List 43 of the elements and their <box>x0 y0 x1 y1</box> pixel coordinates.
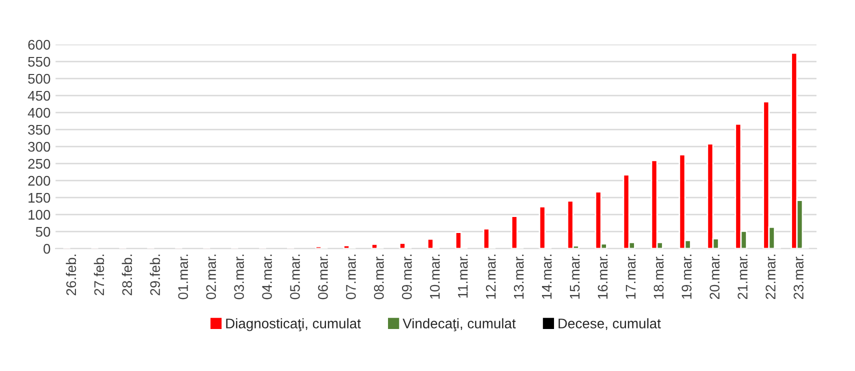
x-tick-label: 11.mar. <box>458 254 468 298</box>
x-tick-label: 27.feb. <box>94 254 104 296</box>
y-tick-label: 200 <box>28 176 50 186</box>
legend-label: Diagnosticaţi, cumulat <box>226 318 361 332</box>
x-tick-label: 19.mar. <box>682 254 692 299</box>
x-tick-label: 17.mar. <box>626 254 636 299</box>
y-tick-label: 0 <box>44 244 50 254</box>
x-tick-label: 21.mar. <box>738 254 748 300</box>
x-tick-label: 03.mar. <box>234 254 244 300</box>
x-tick-label: 26.feb. <box>66 254 76 296</box>
x-tick-label: 10.mar. <box>430 254 440 299</box>
x-tick-label: 01.mar. <box>178 254 188 300</box>
y-tick-label: 350 <box>28 124 50 135</box>
y-tick-label: 50 <box>36 226 50 237</box>
x-tick-label: 13.mar. <box>514 254 524 299</box>
x-tick-label: 06.mar. <box>318 254 328 300</box>
y-tick-label: 600 <box>28 40 50 50</box>
x-tick-label: 23.mar. <box>794 254 804 300</box>
x-tick-label: 15.mar. <box>570 254 580 299</box>
x-tick-label: 02.mar. <box>206 254 216 300</box>
x-tick-label: 12.mar. <box>486 254 496 299</box>
y-tick-label: 250 <box>28 158 50 169</box>
x-tick-label: 28.feb. <box>122 254 132 296</box>
x-tick-label: 20.mar. <box>710 254 720 300</box>
x-tick-label: 05.mar. <box>290 254 300 300</box>
x-tick-label: 29.feb. <box>150 254 160 296</box>
x-tick-label: 04.mar. <box>262 254 272 300</box>
y-tick-label: 400 <box>28 108 50 118</box>
x-tick-label: 14.mar. <box>542 254 552 299</box>
y-tick-label: 450 <box>28 90 50 101</box>
y-tick-label: 100 <box>28 210 50 220</box>
y-tick-label: 300 <box>28 142 50 152</box>
legend-label: Vindecaţi, cumulat <box>402 318 516 332</box>
x-tick-label: 18.mar. <box>654 254 664 299</box>
x-tick-label: 16.mar. <box>598 254 608 299</box>
y-tick-label: 150 <box>28 192 50 203</box>
legend-label: Decese, cumulat <box>558 318 661 330</box>
x-tick-label: 09.mar. <box>402 254 412 300</box>
y-tick-label: 550 <box>28 56 50 67</box>
x-tick-label: 08.mar. <box>374 254 384 300</box>
x-tick-label: 07.mar. <box>346 254 356 300</box>
x-tick-label: 22.mar. <box>766 254 776 300</box>
y-tick-label: 500 <box>28 74 50 84</box>
